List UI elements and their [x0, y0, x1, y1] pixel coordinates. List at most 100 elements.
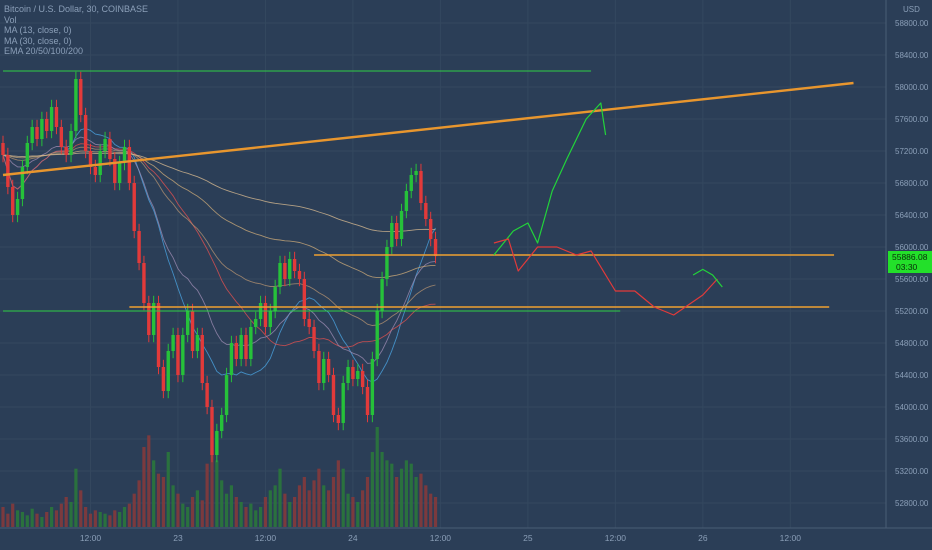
- volume-bar: [331, 477, 336, 527]
- candle-body: [390, 223, 394, 247]
- volume-bar: [433, 497, 438, 527]
- volume-bar: [176, 493, 180, 527]
- volume-bar: [50, 507, 54, 527]
- candle-body: [404, 191, 409, 211]
- forecast-paths: [493, 102, 723, 316]
- candle-body: [147, 303, 151, 335]
- candle-body: [195, 335, 200, 351]
- candle-body: [375, 311, 379, 359]
- candle-body: [414, 171, 418, 175]
- candle-body: [6, 155, 10, 187]
- time-tick-label: 12:00: [80, 533, 102, 543]
- ma30-indicator-label[interactable]: MA (30, close, 0): [4, 35, 72, 46]
- volume-bar: [200, 500, 204, 527]
- candle-body: [45, 119, 49, 131]
- volume-bar: [11, 503, 15, 527]
- volume-bar: [74, 468, 78, 527]
- price-tick-label: 55600.00: [895, 275, 929, 284]
- volume-bar: [25, 515, 29, 527]
- volume-bar: [302, 477, 306, 527]
- candle-body: [88, 151, 93, 167]
- candle-body: [59, 127, 64, 147]
- volume-bar: [156, 473, 161, 527]
- time-axis[interactable]: 12:00 23 12:00 24 12:00 25 12:00 26 12:00: [80, 533, 801, 543]
- candle-body: [1, 143, 5, 155]
- candle-body: [380, 279, 384, 311]
- candle-body: [307, 319, 311, 327]
- candle-body: [288, 259, 292, 279]
- volume-bars: [1, 427, 438, 527]
- candle-body: [122, 147, 127, 163]
- candle-body: [142, 263, 146, 303]
- candle-body: [326, 359, 331, 375]
- volume-bar: [317, 468, 321, 527]
- candles: [1, 71, 438, 463]
- candle-body: [185, 311, 190, 335]
- candle-body: [161, 367, 166, 391]
- candle-body: [268, 311, 272, 327]
- candle-body: [234, 343, 238, 359]
- candle-body: [336, 415, 341, 423]
- volume-bar: [161, 477, 165, 527]
- moving-average-line: [2, 146, 436, 326]
- price-tick-label: 54000.00: [895, 403, 929, 412]
- volume-bar: [127, 503, 131, 527]
- candle-body: [181, 335, 185, 375]
- candle-body: [151, 303, 156, 335]
- ema-indicator-label[interactable]: EMA 20/50/100/200: [4, 46, 84, 56]
- candle-body: [171, 335, 175, 351]
- volume-bar: [118, 512, 122, 527]
- volume-bar: [293, 497, 297, 527]
- volume-bar: [263, 497, 268, 527]
- volume-bar: [195, 490, 199, 527]
- forecast-path: [692, 268, 723, 288]
- candle-body: [11, 187, 15, 215]
- candle-body: [351, 367, 355, 379]
- candle-body: [312, 327, 316, 351]
- candle-body: [283, 263, 287, 279]
- candle-body: [360, 371, 365, 387]
- symbol-title[interactable]: Bitcoin / U.S. Dollar, 30, COINBASE: [4, 4, 149, 14]
- volume-bar: [35, 513, 39, 527]
- candle-body: [103, 139, 107, 151]
- price-axis[interactable]: 58800.00 58400.00 58000.00 57600.00 57200.00…: [895, 19, 929, 508]
- grid: [0, 0, 886, 528]
- price-tick-label: 54800.00: [895, 339, 929, 348]
- candle-body: [117, 163, 122, 183]
- candle-body: [220, 415, 224, 431]
- volume-bar: [312, 480, 316, 527]
- volume-bar: [409, 463, 413, 527]
- volume-bar: [424, 485, 428, 527]
- moving-average-line: [2, 152, 436, 232]
- candle-body: [419, 171, 423, 203]
- candle-body: [40, 119, 44, 139]
- volume-bar: [375, 427, 379, 527]
- annotation-line: [2, 81, 854, 177]
- price-tick-label: 56000.00: [895, 243, 929, 252]
- volume-bar: [59, 503, 63, 527]
- volume-bar: [210, 440, 214, 527]
- price-tick-label: 56800.00: [895, 179, 929, 188]
- price-tick-label: 55200.00: [895, 307, 929, 316]
- ma13-indicator-label[interactable]: MA (13, close, 0): [4, 25, 72, 35]
- volume-indicator-label[interactable]: Vol: [4, 14, 17, 25]
- volume-bar: [98, 512, 102, 527]
- currency-label: USD: [903, 5, 920, 14]
- volume-bar: [429, 493, 433, 527]
- volume-bar: [322, 485, 326, 527]
- candle-body: [244, 335, 248, 359]
- volume-bar: [404, 460, 408, 527]
- volume-bar: [1, 507, 5, 527]
- candle-body: [399, 211, 404, 239]
- candle-body: [215, 431, 219, 455]
- volume-bar: [380, 452, 384, 527]
- current-price-value: 55886.08: [892, 252, 928, 262]
- candle-body: [49, 107, 54, 131]
- time-tick-label: 26: [698, 533, 708, 543]
- candle-body: [200, 335, 204, 383]
- volume-bar: [278, 468, 282, 527]
- volume-bar: [244, 507, 248, 527]
- volume-bar: [307, 490, 311, 527]
- volume-bar: [30, 508, 34, 527]
